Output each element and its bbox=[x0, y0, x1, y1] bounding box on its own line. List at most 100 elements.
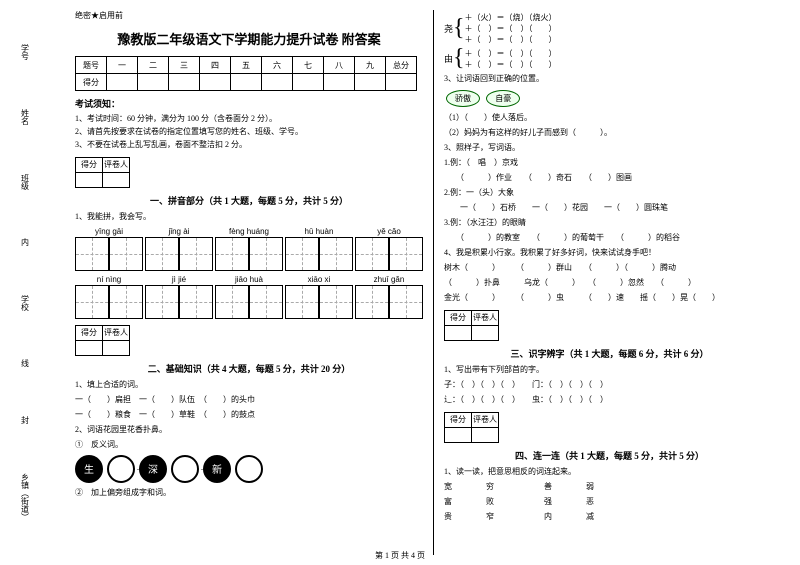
blank[interactable]: 一（ ）队伍 bbox=[139, 395, 195, 404]
sub-question: ① 反义词。 bbox=[75, 439, 423, 451]
tianzi-grid[interactable] bbox=[319, 237, 353, 271]
section-title: 一、拼音部分（共 1 大题，每题 5 分，共计 5 分） bbox=[75, 194, 423, 207]
cell[interactable] bbox=[107, 74, 138, 91]
tianzi-grid[interactable] bbox=[319, 285, 353, 319]
tianzi-grid[interactable] bbox=[389, 237, 423, 271]
tianzi-grid[interactable] bbox=[355, 285, 389, 319]
line[interactable]: 金光（ ） （ ）虫 （ ）速 摇（ ）晃（ ） bbox=[444, 292, 775, 304]
line[interactable]: 树木（ ） （ ）群山 （ ）（ ）腾动 bbox=[444, 262, 775, 274]
match-row[interactable]: 宽 穷 善 弱 bbox=[444, 481, 775, 493]
tianzi-grid[interactable] bbox=[285, 237, 319, 271]
cell: 五 bbox=[231, 57, 262, 74]
cell[interactable] bbox=[103, 172, 130, 187]
tianzi-grid[interactable] bbox=[109, 285, 143, 319]
line[interactable]: 辶：（ ）（ ）（ ） 虫：（ ）（ ）（ ） bbox=[444, 394, 775, 406]
tianzi-grid[interactable] bbox=[145, 237, 179, 271]
question: 2、词语花园里花香扑鼻。 bbox=[75, 424, 423, 436]
cell: 得分 bbox=[76, 157, 103, 172]
line[interactable]: （2）妈妈为有这样的好儿子而感到（ ）。 bbox=[444, 127, 775, 139]
tianzi-grid[interactable] bbox=[145, 285, 179, 319]
tianzi-grid[interactable] bbox=[355, 237, 389, 271]
word-bank: 骄傲 自豪 bbox=[444, 88, 775, 109]
cell[interactable] bbox=[76, 340, 103, 355]
tianzi-grid[interactable] bbox=[285, 285, 319, 319]
pinyin: jǐng ài bbox=[169, 227, 190, 236]
line[interactable]: （ ）的教室 （ ）的葡萄干 （ ）的稻谷 bbox=[444, 232, 775, 244]
line[interactable]: 一（ ）石桥 一（ ）花园 一（ ）圆珠笔 bbox=[444, 202, 775, 214]
cell: 七 bbox=[293, 57, 324, 74]
tianzi-grid[interactable] bbox=[109, 237, 143, 271]
grader-box: 得分评卷人 bbox=[75, 325, 130, 356]
tianzi-grid[interactable] bbox=[249, 237, 283, 271]
margin-label: 学校 bbox=[20, 287, 31, 319]
tianzi-grid[interactable] bbox=[179, 285, 213, 319]
line[interactable]: ＋（ ）＝（ ）（ ） bbox=[465, 23, 557, 34]
cell[interactable] bbox=[472, 325, 499, 340]
line: 一（ ）粮食 一（ ）草鞋 （ ）的鼓点 bbox=[75, 409, 423, 421]
cell[interactable] bbox=[76, 172, 103, 187]
notice-heading: 考试须知： bbox=[75, 97, 423, 110]
blank[interactable]: 一（ ）草鞋 bbox=[139, 410, 195, 419]
line[interactable]: （ ）扑鼻 乌龙（ ） （ ）忽然 （ ） bbox=[444, 277, 775, 289]
cell[interactable] bbox=[324, 74, 355, 91]
cell[interactable] bbox=[200, 74, 231, 91]
word: 强 bbox=[544, 497, 552, 506]
cell: 评卷人 bbox=[472, 310, 499, 325]
match-row[interactable]: 富 败 强 恶 bbox=[444, 496, 775, 508]
pinyin: hū huàn bbox=[305, 227, 334, 236]
word-oval: 骄傲 bbox=[446, 90, 480, 107]
cell[interactable] bbox=[231, 74, 262, 91]
question: 3、照样子，写词语。 bbox=[444, 142, 775, 154]
bulb-icon[interactable] bbox=[107, 455, 135, 483]
grader-box: 得分评卷人 bbox=[75, 157, 130, 188]
tianzi-grid[interactable] bbox=[249, 285, 283, 319]
tianzi-grid[interactable] bbox=[179, 237, 213, 271]
cell[interactable] bbox=[445, 427, 472, 442]
word: 富 bbox=[444, 497, 452, 506]
line[interactable]: ＋（ ）＝（ ）（ ） bbox=[465, 59, 557, 70]
word: 窄 bbox=[486, 512, 494, 521]
bulb-icon[interactable] bbox=[171, 455, 199, 483]
cell[interactable] bbox=[293, 74, 324, 91]
blank[interactable]: （ ）的头巾 bbox=[203, 395, 255, 404]
line[interactable]: 子：（ ）（ ）（ ） 门：（ ）（ ）（ ） bbox=[444, 379, 775, 391]
brace-char: 尧 bbox=[444, 22, 453, 35]
bulb-icon[interactable] bbox=[235, 455, 263, 483]
cell[interactable] bbox=[472, 427, 499, 442]
brace-icon: { bbox=[453, 19, 465, 38]
pinyin-cell: jǐng ài bbox=[145, 227, 213, 271]
pinyin-cell: jì jié bbox=[145, 275, 213, 319]
tianzi-grid[interactable] bbox=[215, 285, 249, 319]
cell[interactable] bbox=[103, 340, 130, 355]
line: 一（ ）扁担 一（ ）队伍 （ ）的头巾 bbox=[75, 394, 423, 406]
tianzi-grid[interactable] bbox=[75, 285, 109, 319]
cell[interactable] bbox=[355, 74, 386, 91]
blank[interactable]: 一（ ）粮食 bbox=[75, 410, 131, 419]
line[interactable]: ＋（ ）＝（ ）（ ） bbox=[465, 34, 557, 45]
line[interactable]: ＋（ ）＝（ ）（ ） bbox=[465, 48, 557, 59]
cell[interactable] bbox=[138, 74, 169, 91]
blank[interactable]: 一（ ）扁担 bbox=[75, 395, 131, 404]
binding-margin: 学号 姓名 班级 内 学校 线 封 乡镇（街道） bbox=[0, 0, 50, 565]
cell: 题号 bbox=[76, 57, 107, 74]
cell: 三 bbox=[169, 57, 200, 74]
brace-group: 由 { ＋（ ）＝（ ）（ ） ＋（ ）＝（ ）（ ） bbox=[444, 48, 775, 70]
tianzi-grid[interactable] bbox=[75, 237, 109, 271]
tianzi-grid[interactable] bbox=[215, 237, 249, 271]
pinyin: ní nìng bbox=[97, 275, 121, 284]
line[interactable]: （ ）作业 （ ）奇石 （ ）图画 bbox=[444, 172, 775, 184]
cell[interactable] bbox=[445, 325, 472, 340]
match-row[interactable]: 贵 窄 内 减 bbox=[444, 511, 775, 523]
word: 善 bbox=[544, 482, 552, 491]
word: 贵 bbox=[444, 512, 452, 521]
cell[interactable] bbox=[169, 74, 200, 91]
question: 3、让词语回到正确的位置。 bbox=[444, 73, 775, 85]
pinyin: jiāo huà bbox=[235, 275, 263, 284]
cell[interactable] bbox=[262, 74, 293, 91]
cell[interactable] bbox=[386, 74, 417, 91]
tianzi-grid[interactable] bbox=[389, 285, 423, 319]
cell: 得分 bbox=[445, 310, 472, 325]
line[interactable]: （1）（ ）使人落后。 bbox=[444, 112, 775, 124]
blank[interactable]: （ ）的鼓点 bbox=[203, 410, 255, 419]
pinyin-cell: yě cǎo bbox=[355, 227, 423, 271]
